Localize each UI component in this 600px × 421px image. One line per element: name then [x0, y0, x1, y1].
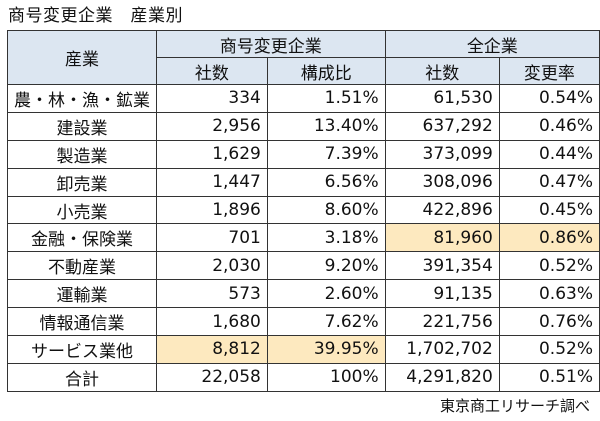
share-cell: 2.60% [266, 279, 386, 309]
table-row: 卸売業 1,447 6.56% 308,096 0.47% [7, 167, 600, 197]
all-companies-cell: 221,756 [384, 307, 500, 337]
share-cell: 1.51% [266, 84, 386, 113]
industry-cell: 製造業 [7, 139, 157, 169]
all-companies-cell: 91,135 [384, 279, 500, 309]
companies-cell: 1,680 [156, 307, 268, 337]
share-cell: 7.62% [266, 307, 386, 337]
share-cell: 13.40% [266, 111, 386, 141]
industry-cell: 建設業 [7, 111, 157, 141]
all-companies-cell: 308,096 [384, 167, 500, 197]
share-cell: 8.60% [266, 195, 386, 225]
share-cell-highlighted: 39.95% [266, 335, 386, 364]
industry-cell: 不動産業 [7, 251, 157, 281]
share-cell: 3.18% [266, 223, 386, 253]
share-cell: 7.39% [266, 139, 386, 169]
table-row: 建設業 2,956 13.40% 637,292 0.46% [7, 111, 600, 141]
all-companies-cell: 391,354 [384, 251, 500, 281]
share-cell: 100% [266, 362, 386, 392]
change-rate-cell: 0.76% [498, 307, 600, 337]
table-row: 小売業 1,896 8.60% 422,896 0.45% [7, 195, 600, 225]
companies-cell: 334 [156, 84, 268, 113]
companies-cell: 701 [156, 223, 268, 253]
header-all-companies: 社数 [384, 57, 500, 85]
change-rate-cell: 0.47% [498, 167, 600, 197]
header-share: 構成比 [266, 57, 386, 85]
table-row: 製造業 1,629 7.39% 373,099 0.44% [7, 139, 600, 169]
header-companies: 社数 [156, 57, 268, 85]
industry-cell: 農・林・漁・鉱業 [7, 84, 157, 113]
change-rate-cell: 0.52% [498, 251, 600, 281]
all-companies-cell: 373,099 [384, 139, 500, 169]
companies-cell: 573 [156, 279, 268, 309]
change-rate-cell-highlighted: 0.86% [498, 223, 600, 253]
all-companies-cell: 4,291,820 [384, 362, 500, 392]
header-group-change: 商号変更企業 [156, 30, 386, 58]
table-row: 農・林・漁・鉱業 334 1.51% 61,530 0.54% [7, 84, 600, 113]
all-companies-cell: 61,530 [384, 84, 500, 113]
industry-table: 産業 商号変更企業 全企業 社数 構成比 社数 変更率 農・林・漁・鉱業 334… [7, 30, 600, 392]
all-companies-cell-highlighted: 81,960 [384, 223, 500, 253]
table-row: サービス業他 8,812 39.95% 1,702,702 0.52% [7, 335, 600, 364]
share-cell: 9.20% [266, 251, 386, 281]
industry-cell: 卸売業 [7, 167, 157, 197]
header-group-all: 全企業 [384, 30, 600, 58]
companies-cell-highlighted: 8,812 [156, 335, 268, 364]
companies-cell: 1,629 [156, 139, 268, 169]
table-row: 金融・保険業 701 3.18% 81,960 0.86% [7, 223, 600, 253]
total-row: 合計 22,058 100% 4,291,820 0.51% [7, 362, 600, 392]
total-label-cell: 合計 [7, 362, 157, 392]
header-industry: 産業 [7, 30, 157, 85]
companies-cell: 22,058 [156, 362, 268, 392]
table-row: 不動産業 2,030 9.20% 391,354 0.52% [7, 251, 600, 281]
companies-cell: 1,896 [156, 195, 268, 225]
industry-cell: サービス業他 [7, 335, 157, 364]
table-row: 運輸業 573 2.60% 91,135 0.63% [7, 279, 600, 309]
companies-cell: 2,030 [156, 251, 268, 281]
all-companies-cell: 422,896 [384, 195, 500, 225]
source-credit: 東京商工リサーチ調べ [439, 397, 590, 415]
change-rate-cell: 0.54% [498, 84, 600, 113]
header-change-rate: 変更率 [498, 57, 600, 85]
companies-cell: 2,956 [156, 111, 268, 141]
all-companies-cell: 1,702,702 [384, 335, 500, 364]
change-rate-cell: 0.44% [498, 139, 600, 169]
change-rate-cell: 0.45% [498, 195, 600, 225]
change-rate-cell: 0.51% [498, 362, 600, 392]
change-rate-cell: 0.63% [498, 279, 600, 309]
change-rate-cell: 0.52% [498, 335, 600, 364]
companies-cell: 1,447 [156, 167, 268, 197]
industry-cell: 金融・保険業 [7, 223, 157, 253]
share-cell: 6.56% [266, 167, 386, 197]
table-row: 情報通信業 1,680 7.62% 221,756 0.76% [7, 307, 600, 337]
table-title: 商号変更企業 産業別 [8, 6, 183, 26]
industry-cell: 運輸業 [7, 279, 157, 309]
all-companies-cell: 637,292 [384, 111, 500, 141]
industry-cell: 小売業 [7, 195, 157, 225]
change-rate-cell: 0.46% [498, 111, 600, 141]
industry-cell: 情報通信業 [7, 307, 157, 337]
